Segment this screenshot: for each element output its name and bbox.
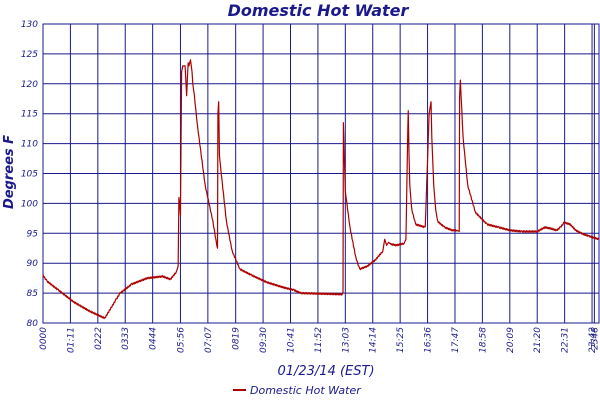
y-tick-label: 105 (21, 170, 38, 180)
y-tick-label: 85 (27, 289, 39, 299)
x-tick-label: 10:41 (286, 327, 296, 353)
x-tick-label: 18:58 (478, 327, 488, 353)
x-tick-label: 0819 (232, 327, 242, 350)
x-tick-label: 0000 (39, 327, 49, 350)
x-tick-label: 17:47 (451, 327, 461, 353)
series-line-domestic-hot-water (42, 59, 600, 320)
y-tick-label: 120 (21, 80, 38, 90)
x-tick-label: 0333 (121, 327, 131, 350)
x-tick-label: 15:25 (396, 327, 406, 353)
x-axis-title: 01/23/14 (EST) (277, 364, 374, 379)
series-layer (42, 59, 600, 320)
y-tick-label: 125 (21, 50, 38, 60)
y-tick-label: 130 (21, 20, 38, 30)
x-tick-label: 01:11 (66, 327, 76, 353)
x-tick-label: 05:56 (176, 327, 186, 353)
x-tick-label: 0222 (94, 327, 104, 350)
x-tick-label: 0444 (149, 327, 159, 350)
x-tick-label: 16:36 (424, 327, 434, 353)
chart-title: Domestic Hot Water (228, 1, 410, 20)
y-axis-title: Degrees F (2, 135, 17, 209)
y-tick-label: 115 (21, 110, 38, 120)
x-tick-label: 13:03 (341, 327, 351, 353)
x-tick-label: 21:20 (533, 327, 543, 353)
legend-label: Domestic Hot Water (250, 384, 362, 397)
x-tick-label: 20:09 (506, 327, 516, 353)
x-tick-label: 2348 (590, 327, 600, 350)
y-tick-label: 90 (27, 259, 39, 269)
x-tick-label: 09:30 (259, 327, 269, 353)
y-tick-label: 80 (27, 319, 39, 329)
x-tick-label: 11:52 (314, 327, 324, 353)
y-tick-label: 100 (21, 199, 38, 209)
y-tick-label: 110 (21, 140, 38, 150)
legend: Domestic Hot Water (233, 384, 362, 397)
axis-layer: 80 85 90 95 100 105 110 115 120 125 130 0000 01:11 02… (21, 20, 600, 353)
x-tick-label: 07:07 (204, 327, 214, 353)
x-tick-label: 23:42 (588, 327, 598, 353)
plot-border (42, 23, 600, 324)
x-tick-label: 22:31 (561, 327, 571, 353)
x-tick-label: 14:14 (369, 327, 379, 353)
y-tick-label: 95 (27, 229, 39, 239)
grid-layer (42, 23, 600, 324)
